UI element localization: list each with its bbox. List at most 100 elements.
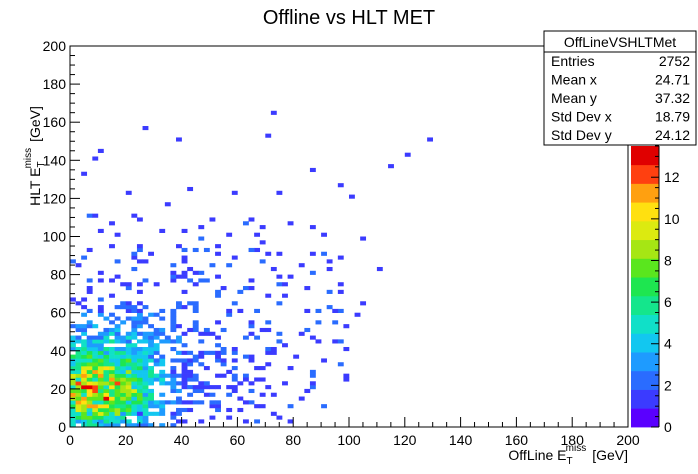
heatmap-cell xyxy=(220,286,227,291)
heatmap-cell xyxy=(187,377,194,382)
heatmap-cell xyxy=(203,327,210,333)
heatmap-cell xyxy=(248,331,255,336)
heatmap-cell xyxy=(142,377,149,382)
heatmap-cell xyxy=(75,369,82,374)
heatmap-cell xyxy=(203,366,210,371)
heatmap-cell xyxy=(125,308,132,313)
heatmap-cell xyxy=(265,362,272,367)
heatmap-cell xyxy=(103,400,110,405)
heatmap-cell xyxy=(81,312,88,317)
heatmap-cell xyxy=(131,331,138,336)
heatmap-cell xyxy=(120,388,127,394)
heatmap-cell xyxy=(103,366,110,371)
x-tick-label: 200 xyxy=(616,432,640,448)
y-tick-label: 120 xyxy=(43,190,67,206)
heatmap-cell xyxy=(181,377,188,382)
heatmap-cell xyxy=(176,407,182,413)
heatmap-cell xyxy=(187,362,194,367)
heatmap-cell xyxy=(97,373,104,378)
heatmap-cell xyxy=(114,415,121,420)
heatmap-cell xyxy=(309,167,316,173)
heatmap-cell xyxy=(220,350,227,355)
heatmap-cell xyxy=(109,373,115,378)
heatmap-cell xyxy=(81,324,88,329)
heatmap-cell xyxy=(170,316,177,321)
heatmap-cell xyxy=(142,385,149,390)
heatmap-cell xyxy=(70,343,76,348)
heatmap-cell xyxy=(70,346,76,352)
heatmap-cell xyxy=(142,339,149,344)
heatmap-cell xyxy=(276,301,283,306)
heatmap-cell xyxy=(70,362,76,367)
heatmap-cell xyxy=(164,400,171,405)
heatmap-cell xyxy=(75,346,82,352)
heatmap-cell xyxy=(321,358,327,363)
stats-row-value: 24.12 xyxy=(655,127,690,143)
heatmap-cell xyxy=(153,331,160,336)
heatmap-cell xyxy=(198,278,205,283)
heatmap-cell xyxy=(114,339,121,344)
heatmap-cell xyxy=(125,419,132,424)
heatmap-cell xyxy=(136,400,143,405)
heatmap-cell xyxy=(109,400,115,405)
heatmap-cell xyxy=(125,362,132,367)
heatmap-cell xyxy=(92,392,99,397)
heatmap-cell xyxy=(148,381,154,386)
heatmap-cell xyxy=(259,366,266,371)
heatmap-cell xyxy=(337,289,344,294)
heatmap-cell xyxy=(97,415,104,420)
heatmap-cell xyxy=(120,385,127,390)
heatmap-cell xyxy=(153,400,160,405)
heatmap-cell xyxy=(148,369,154,374)
heatmap-cell xyxy=(92,362,99,367)
heatmap-cell xyxy=(136,411,143,416)
heatmap-cell xyxy=(103,385,110,390)
heatmap-cell xyxy=(97,411,104,416)
heatmap-cell xyxy=(109,377,115,382)
heatmap-cell xyxy=(231,366,238,371)
heatmap-cell xyxy=(209,263,216,268)
heatmap-cell xyxy=(136,320,143,325)
heatmap-cell xyxy=(170,373,177,378)
heatmap-cell xyxy=(136,289,143,294)
heatmap-cell xyxy=(254,232,261,237)
heatmap-cell xyxy=(114,400,121,405)
heatmap-cell xyxy=(226,407,233,413)
heatmap-cell xyxy=(136,346,143,352)
heatmap-cell xyxy=(120,346,127,352)
heatmap-cell xyxy=(198,236,205,241)
heatmap-cell xyxy=(125,388,132,394)
heatmap-cell xyxy=(136,373,143,378)
heatmap-cell xyxy=(92,156,99,161)
y-tick-label: 0 xyxy=(58,419,66,435)
heatmap-cell xyxy=(136,385,143,390)
heatmap-cell xyxy=(159,362,166,367)
heatmap-cell xyxy=(92,358,99,363)
heatmap-cell xyxy=(131,411,138,416)
heatmap-cell xyxy=(215,385,221,390)
heatmap-cell xyxy=(153,362,160,367)
heatmap-cell xyxy=(86,407,93,413)
heatmap-cell xyxy=(136,324,143,329)
heatmap-cell xyxy=(181,358,188,363)
heatmap-cell xyxy=(237,289,244,294)
heatmap-cell xyxy=(203,331,210,336)
heatmap-cell xyxy=(81,400,88,405)
heatmap-cell xyxy=(125,301,132,306)
heatmap-cell xyxy=(114,419,121,424)
heatmap-cell xyxy=(159,381,166,386)
heatmap-cell xyxy=(170,270,177,275)
heatmap-cell xyxy=(114,305,121,310)
heatmap-cell xyxy=(265,346,272,352)
heatmap-cell xyxy=(70,354,76,359)
heatmap-cell xyxy=(170,274,177,279)
heatmap-cell xyxy=(176,305,182,310)
heatmap-cell xyxy=(176,400,182,405)
color-bar-band xyxy=(631,295,659,315)
heatmap-cell xyxy=(92,346,99,352)
heatmap-cell xyxy=(181,305,188,310)
heatmap-cell xyxy=(81,419,88,424)
y-tick-label: 180 xyxy=(43,76,67,92)
stats-row-value: 24.71 xyxy=(655,72,690,88)
heatmap-cell xyxy=(265,350,272,355)
